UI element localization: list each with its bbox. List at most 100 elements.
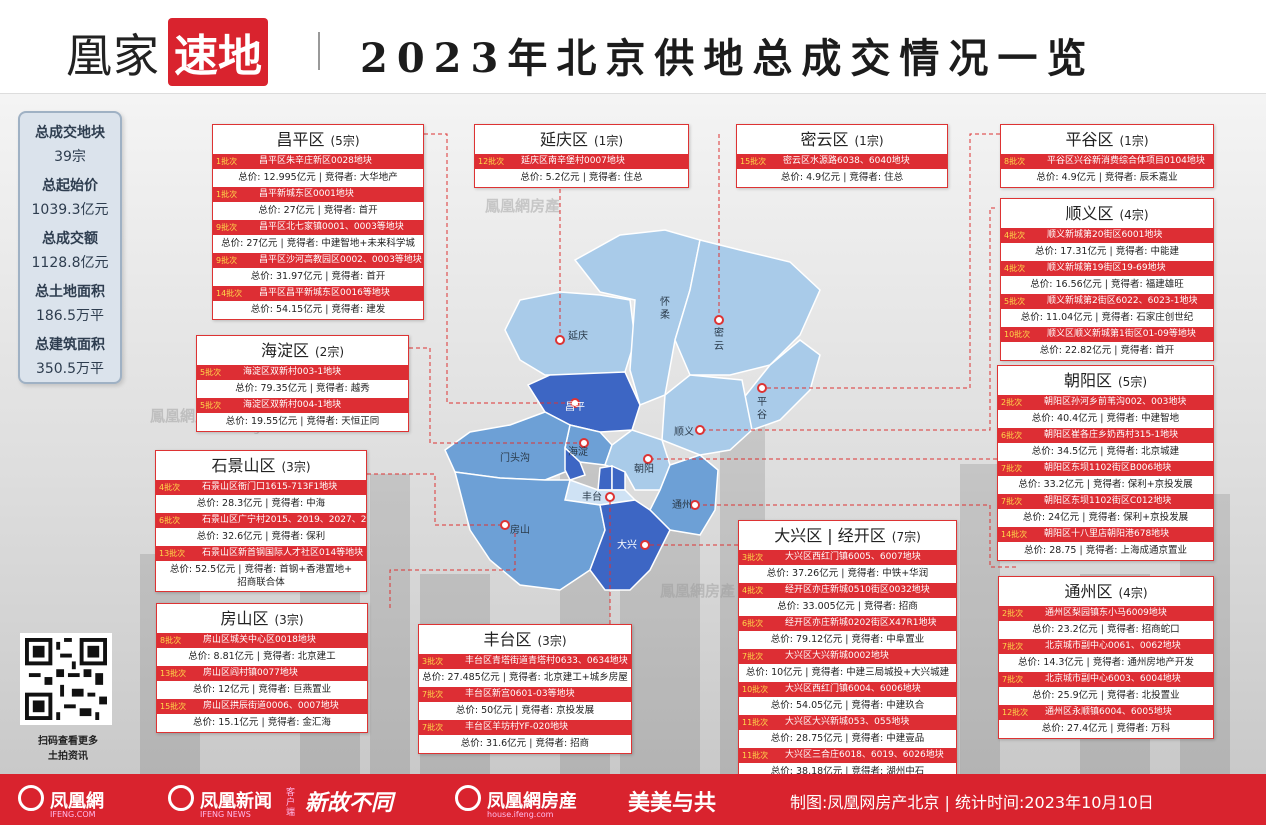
lot-title: 7批次 北京城市副中心6003、6004地块	[999, 672, 1213, 687]
lot-title: 5批次 海淀区双新村003-1地块	[197, 365, 408, 380]
lot-detail: 总价: 54.15亿元 | 竞得者: 建发	[250, 304, 386, 315]
district-card-daxing[interactable]: 大兴区 | 经开区 (7宗) 3批次 大兴区西红门镇6005、6007地块 总价: …	[738, 520, 957, 782]
lot-title: 6批次 经开区亦庄新城0202街区X47R1地块	[739, 616, 956, 631]
district-card-yanqing[interactable]: 延庆区 (1宗) 12批次 延庆区南辛堡村0007地块 总价: 5.2亿元 | 竞得…	[474, 124, 689, 188]
district-card-pinggu[interactable]: 平谷区 (1宗) 8批次 平谷区兴谷新消费综合体项目0104地块 总价: 4.9亿元…	[1000, 124, 1214, 188]
lot-title: 7批次 北京城市副中心0061、0062地块	[999, 639, 1213, 654]
lot-title: 12批次 延庆区南辛堡村0007地块	[475, 154, 688, 169]
map-label-huairou: 怀柔	[660, 296, 670, 321]
stat-label: 总建筑面积	[35, 337, 105, 353]
map-label-tongzhou: 通州	[672, 499, 692, 511]
lot-detail: 总价: 38.18亿元 | 竞得者: 湖州中石	[770, 766, 925, 777]
lot-detail: 总价: 52.5亿元 | 竞得者: 首钢+香港置地+ 招商联合体	[169, 564, 353, 588]
lot-detail: 总价: 79.12亿元 | 竞得者: 中阜置业	[770, 634, 925, 645]
lot-title: 1批次 昌平新城东区0001地块	[213, 187, 423, 202]
district-title: 昌平区 (5宗)	[276, 130, 360, 149]
lot-title: 11批次 大兴区大兴新城053、055地块	[739, 715, 956, 730]
region-shunyi	[661, 374, 753, 456]
lot-detail: 总价: 22.82亿元 | 竞得者: 首开	[1039, 345, 1175, 356]
lot-title: 8批次 房山区城关中心区0018地块	[157, 633, 367, 648]
lot-title: 10批次 大兴区西红门镇6004、6006地块	[739, 682, 956, 697]
footer-brand-sub: house.ifeng.com	[487, 810, 554, 819]
region-mentougou	[444, 411, 571, 481]
map-label-yanqing: 延庆	[568, 329, 588, 342]
district-title: 密云区 (1宗)	[800, 130, 884, 149]
lot-detail: 总价: 27亿元 | 竞得者: 首开	[258, 205, 378, 216]
lot-detail: 总价: 17.31亿元 | 竞得者: 中能建	[1035, 246, 1179, 257]
district-title: 延庆区 (1宗)	[539, 130, 623, 149]
lot-detail: 总价: 31.97亿元 | 竞得者: 首开	[250, 271, 386, 282]
footer-brand: 凤凰新闻	[200, 791, 272, 812]
district-card-miyun[interactable]: 密云区 (1宗) 15批次 密云区水源路6038、6040地块 总价: 4.9亿元 …	[736, 124, 948, 188]
district-title: 房山区 (3宗)	[220, 609, 304, 628]
lot-detail: 总价: 19.55亿元 | 竞得者: 天恒正同	[225, 416, 380, 427]
lot-title: 4批次 顺义新城第19街区19-69地块	[1001, 261, 1213, 276]
qr-code-icon	[25, 638, 107, 720]
lot-detail: 总价: 34.5亿元 | 竞得者: 北京城建	[1031, 446, 1180, 457]
footer-credit: 制图:凤凰网房产北京 | 统计时间:2023年10月10日	[790, 793, 1154, 812]
footer-brand-sub: IFENG NEWS	[200, 810, 251, 819]
map-label-mentougou: 门头沟	[500, 451, 530, 464]
lot-title: 7批次 大兴区大兴新城0002地块	[739, 649, 956, 664]
district-card-haidian[interactable]: 海淀区 (2宗) 5批次 海淀区双新村003-1地块 总价: 79.35亿元 | 竞…	[196, 335, 409, 432]
lot-title: 4批次 经开区亦庄新城0510街区0032地块	[739, 583, 956, 598]
stat-label: 总成交额	[42, 231, 98, 247]
lot-title: 1批次 昌平区朱辛庄新区0028地块	[213, 154, 423, 169]
district-card-fengtai[interactable]: 丰台区 (3宗) 3批次 丰台区青塔街道青塔村0633、0634地块 总价: 27.…	[418, 624, 632, 754]
lot-title: 3批次 丰台区青塔街道青塔村0633、0634地块	[419, 654, 631, 669]
lot-title: 7批次 丰台区羊坊村YF-020地块	[419, 720, 631, 735]
map-label-fengtai: 丰台	[582, 490, 602, 503]
district-title: 平谷区 (1宗)	[1065, 130, 1149, 149]
lot-title: 2批次 通州区梨园镇东小马6009地块	[999, 606, 1213, 621]
lot-title: 13批次 石景山区新首钢国际人才社区014等地块	[156, 546, 366, 561]
district-card-chaoyang[interactable]: 朝阳区 (5宗) 2批次 朝阳区孙河乡前苇沟002、003地块 总价: 40.4亿元…	[997, 365, 1214, 561]
region-shijingshan	[564, 446, 586, 481]
footer-slogan: 新故不同	[305, 791, 394, 816]
logo-highlight: 速地	[168, 18, 268, 86]
lot-detail: 总价: 27亿元 | 竞得者: 中建智地+未来科学城	[221, 238, 415, 249]
lot-title: 13批次 房山区阎村镇0077地块	[157, 666, 367, 681]
lot-detail: 总价: 33.005亿元 | 竞得者: 招商	[777, 601, 918, 612]
page-title: 2023年北京供地总成交情况一览	[360, 35, 1096, 82]
stat-value: 39宗	[54, 149, 86, 165]
region-xicheng	[597, 465, 613, 491]
qr-code[interactable]	[20, 633, 112, 725]
lot-detail: 总价: 4.9亿元 | 竞得者: 辰禾嘉业	[1036, 172, 1178, 183]
stat-label: 总起始价	[42, 178, 98, 194]
footer: 凤凰網 IFENG.COM 凤凰新闻 IFENG NEWS 客户端 新故不同 凤…	[0, 774, 1266, 825]
lot-title: 15批次 房山区拱辰街道0006、0007地块	[157, 699, 367, 714]
lot-title: 4批次 顺义新城第20街区6001地块	[1001, 228, 1213, 243]
map-label-daxing: 大兴	[617, 538, 637, 551]
lot-detail: 总价: 14.3亿元 | 竞得者: 通州房地产开发	[1018, 657, 1194, 668]
region-huairou	[573, 229, 701, 407]
district-card-shijingshan[interactable]: 石景山区 (3宗) 4批次 石景山区衙门口1615-713F1地块 总价: 28.3…	[155, 450, 367, 592]
lot-detail: 总价: 16.56亿元 | 竞得者: 福建雄旺	[1030, 279, 1184, 290]
lot-detail: 总价: 32.6亿元 | 竞得者: 保利	[196, 531, 326, 542]
lot-detail: 总价: 28.75亿元 | 竞得者: 中建壹品	[770, 733, 925, 744]
district-card-fangshan[interactable]: 房山区 (3宗) 8批次 房山区城关中心区0018地块 总价: 8.81亿元 | 竞…	[156, 603, 368, 733]
lot-title: 7批次 朝阳区东坝1102街区C012地块	[998, 494, 1213, 509]
district-title: 海淀区 (2宗)	[260, 341, 344, 360]
district-card-tongzhou[interactable]: 通州区 (4宗) 2批次 通州区梨园镇东小马6009地块 总价: 23.2亿元 | …	[998, 576, 1214, 739]
lot-title: 14批次 朝阳区十八里店朝阳港678地块	[998, 527, 1213, 542]
map-label-changping: 昌平	[565, 401, 585, 413]
lot-detail: 总价: 54.05亿元 | 竞得者: 中建玖合	[770, 700, 925, 711]
lot-title: 7批次 丰台区新宫0601-03等地块	[419, 687, 631, 702]
lot-title: 3批次 大兴区西红门镇6005、6007地块	[739, 550, 956, 565]
map-label-pinggu: 平谷	[757, 397, 767, 421]
district-card-changping[interactable]: 昌平区 (5宗) 1批次 昌平区朱辛庄新区0028地块 总价: 12.995亿元 |…	[212, 124, 424, 320]
footer-brand-tag: 客户端	[286, 788, 296, 818]
map-label-chaoyang: 朝阳	[634, 463, 654, 475]
lot-detail: 总价: 4.9亿元 | 竞得者: 住总	[780, 172, 904, 183]
lot-title: 8批次 平谷区兴谷新消费综合体项目0104地块	[1001, 154, 1213, 169]
footer-slogan: 美美与共	[628, 791, 717, 816]
lot-detail: 总价: 8.81亿元 | 竞得者: 北京建工	[188, 651, 336, 662]
lot-title: 4批次 石景山区衙门口1615-713F1地块	[156, 480, 366, 495]
lot-detail: 总价: 11.04亿元 | 竞得者: 石家庄创世纪	[1020, 312, 1194, 323]
district-card-shunyi[interactable]: 顺义区 (4宗) 4批次 顺义新城第20街区6001地块 总价: 17.31亿元 |…	[1000, 198, 1214, 361]
ifeng-house-logo-icon	[455, 785, 481, 811]
stats-panel: 总成交地块 39宗 总起始价 1039.3亿元 总成交额 1128.8亿元 总土…	[18, 111, 122, 384]
watermark: 鳳凰網房產	[485, 197, 561, 215]
lot-detail: 总价: 12亿元 | 竞得者: 巨燕置业	[192, 684, 332, 695]
